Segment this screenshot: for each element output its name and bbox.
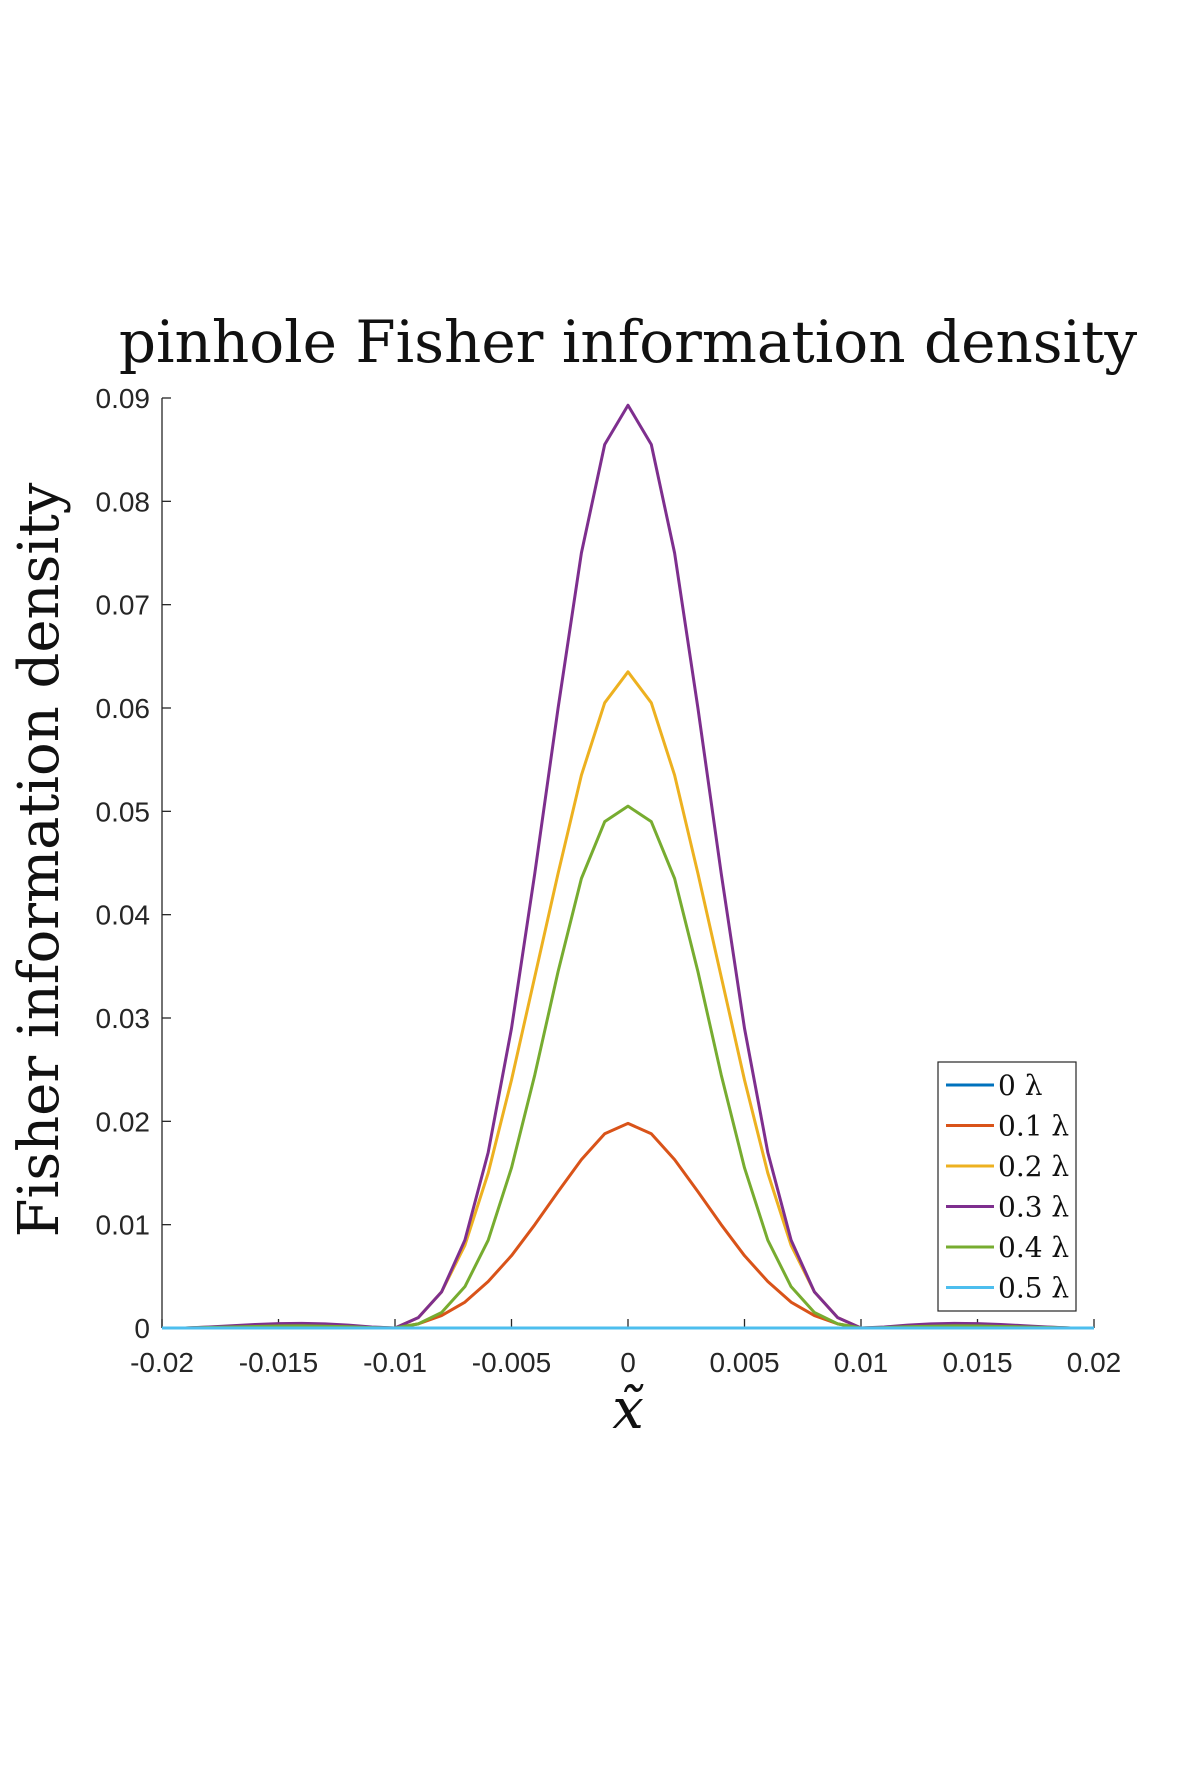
- y-tick-label: 0.03: [96, 1003, 151, 1034]
- series-line-3: [162, 403, 1094, 1330]
- legend-label-0: 0 λ: [998, 1069, 1042, 1102]
- y-tick-label: 0.02: [96, 1106, 151, 1137]
- y-tick-label: 0.05: [96, 796, 151, 827]
- y-tick-label: 0.07: [96, 590, 151, 621]
- legend-label-1: 0.1 λ: [998, 1110, 1069, 1143]
- legend-box: [937, 1061, 1077, 1312]
- x-axis-ticks: -0.02 -0.015 -0.01 -0.005 0 0.005 0.01 0.015 0.0…: [130, 1319, 1121, 1378]
- x-tick-label: 0.01: [834, 1347, 889, 1378]
- y-tick-label: 0.06: [96, 693, 151, 724]
- x-tick-label: -0.005: [472, 1347, 551, 1378]
- y-tick-label: 0.04: [96, 900, 151, 931]
- chart-title: pinhole Fisher information density: [119, 308, 1138, 376]
- x-tick-label: -0.02: [130, 1347, 194, 1378]
- series-line-4: [162, 804, 1094, 1330]
- x-tick-label: 0.005: [709, 1347, 779, 1378]
- x-axis-label: x̃: [612, 1377, 644, 1442]
- x-tick-label: -0.01: [363, 1347, 427, 1378]
- x-tick-label: 0: [620, 1347, 636, 1378]
- x-tick-label: 0.015: [942, 1347, 1012, 1378]
- x-tick-label: -0.015: [239, 1347, 318, 1378]
- y-tick-label: 0: [134, 1313, 150, 1344]
- legend-label-3: 0.3 λ: [998, 1191, 1069, 1224]
- x-tick-label: 0.02: [1067, 1347, 1122, 1378]
- legend-label-4: 0.4 λ: [998, 1231, 1069, 1264]
- y-tick-label: 0.09: [96, 383, 151, 414]
- y-tick-label: 0.01: [96, 1210, 151, 1241]
- y-axis-ticks: 0 0.01 0.02 0.03 0.04 0.05 0.06 0.07 0.08 0.09: [96, 383, 171, 1344]
- series-lines: [162, 403, 1094, 1330]
- legend: 0 λ 0.1 λ 0.2 λ 0.3 λ 0.4 λ 0.5 λ: [937, 1061, 1077, 1312]
- legend-label-5: 0.5 λ: [998, 1272, 1069, 1305]
- legend-label-2: 0.2 λ: [998, 1150, 1069, 1183]
- y-tick-label: 0.08: [96, 486, 151, 517]
- y-axis-label: Fisher information density: [7, 482, 72, 1237]
